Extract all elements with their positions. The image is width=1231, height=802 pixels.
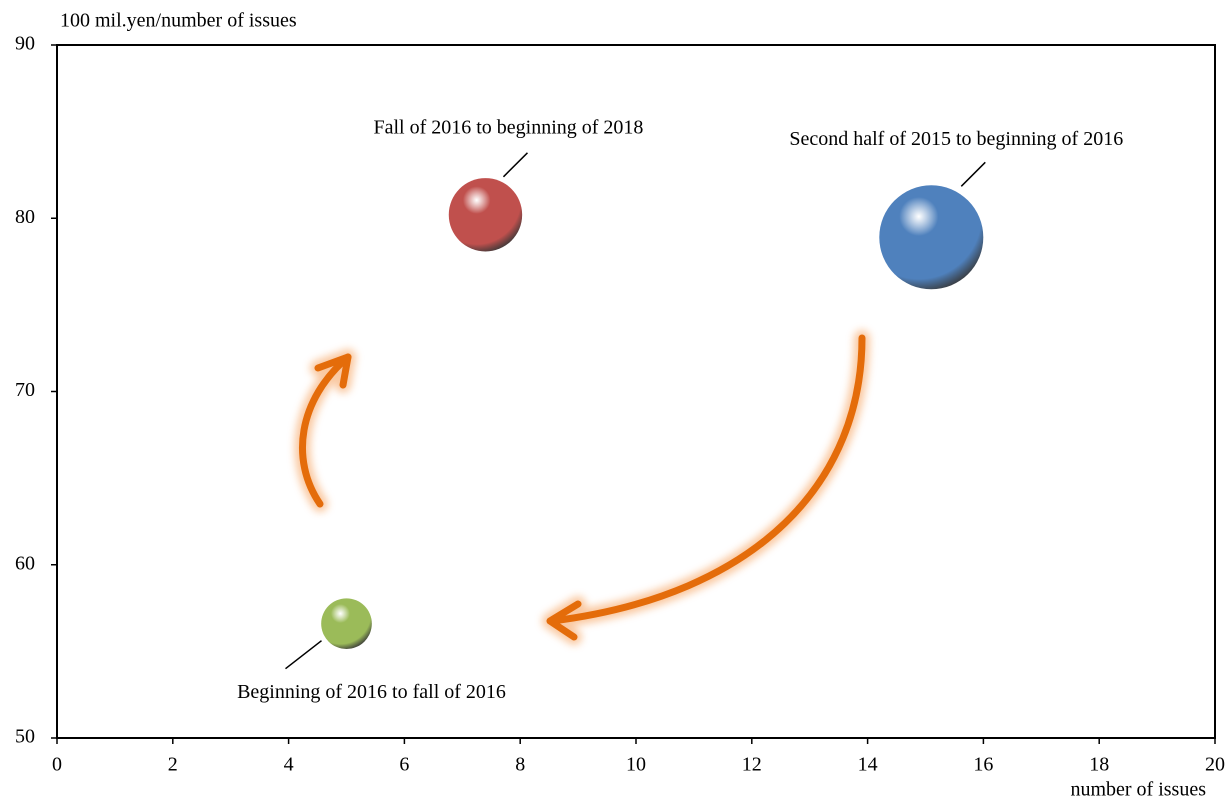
bubble-label: Second half of 2015 to beginning of 2016	[789, 128, 1123, 150]
x-tick-label: 0	[52, 754, 62, 776]
x-tick-label: 4	[284, 754, 294, 776]
x-tick-label: 6	[399, 754, 409, 776]
bubble-label: Beginning of 2016 to fall of 2016	[237, 681, 506, 703]
x-tick-label: 20	[1205, 754, 1225, 776]
x-tick-label: 12	[742, 754, 762, 776]
y-tick-label: 80	[15, 206, 35, 228]
x-tick-label: 10	[626, 754, 646, 776]
y-tick-label: 90	[15, 33, 35, 55]
bubble-label: Fall of 2016 to beginning of 2018	[373, 116, 643, 138]
bubble	[321, 598, 372, 649]
x-axis-label: number of issues	[1070, 779, 1206, 801]
y-tick-label: 60	[15, 552, 35, 574]
leader-line	[960, 161, 986, 187]
x-tick-label: 8	[515, 754, 525, 776]
x-tick-label: 16	[973, 754, 993, 776]
x-tick-label: 18	[1089, 754, 1109, 776]
bubble	[448, 178, 523, 252]
cycle-arrows	[294, 330, 870, 645]
leader-line	[285, 640, 322, 670]
x-tick-label: 2	[168, 754, 178, 776]
bubble	[879, 185, 984, 290]
y-tick-label: 50	[15, 726, 35, 748]
y-tick-label: 70	[15, 379, 35, 401]
x-tick-label: 14	[858, 754, 878, 776]
y-axis-label: 100 mil.yen/number of issues	[60, 10, 297, 32]
leader-line	[502, 152, 528, 178]
